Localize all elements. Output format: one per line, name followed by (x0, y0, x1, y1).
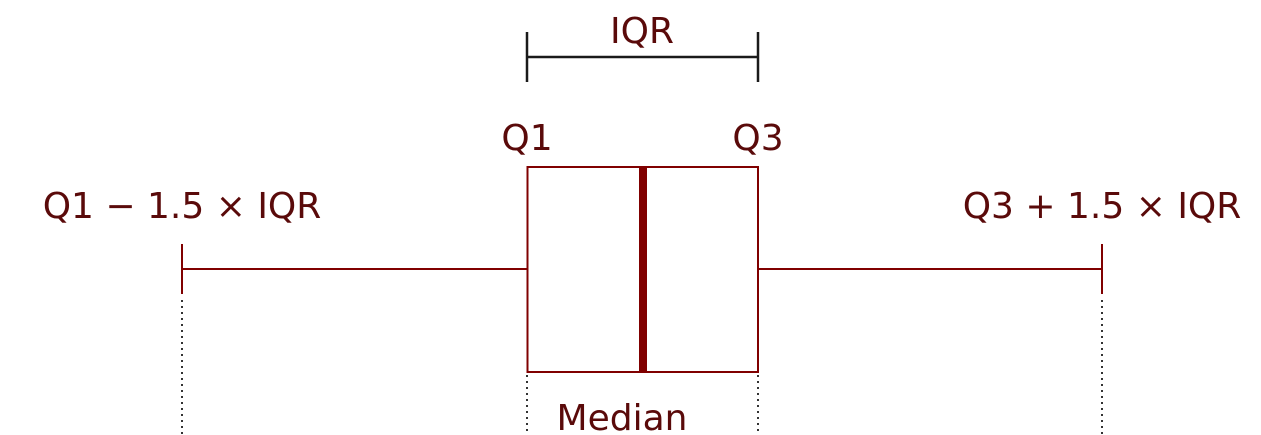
q1-label: Q1 (501, 118, 552, 159)
iqr-label: IQR (610, 11, 674, 52)
median-label: Median (557, 398, 688, 435)
upper-fence-label: Q3 + 1.5 × IQR (963, 186, 1242, 227)
iqr-bracket (525, 32, 760, 82)
lower-fence-label: Q1 − 1.5 × IQR (43, 186, 322, 227)
q3-label: Q3 (732, 118, 783, 159)
